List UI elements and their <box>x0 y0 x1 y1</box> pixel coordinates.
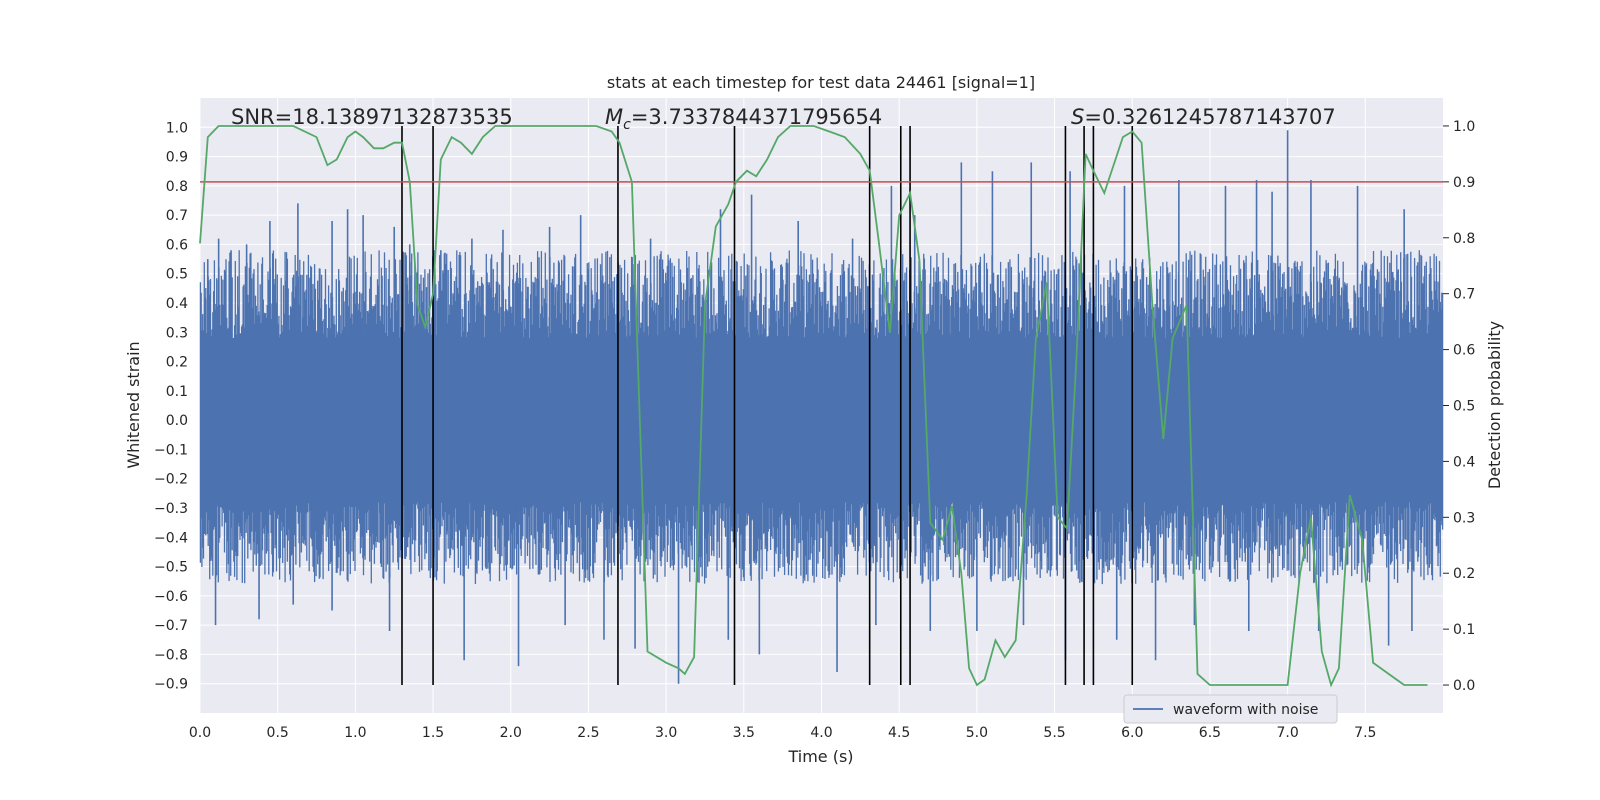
y2-tick-label: 0.8 <box>1453 231 1475 247</box>
y-tick-label: 0.3 <box>166 325 188 341</box>
x-tick-label: 5.0 <box>966 725 988 741</box>
y-tick-label: 0.8 <box>166 179 188 195</box>
y2-tick-label: 0.3 <box>1453 510 1475 526</box>
x-tick-label: 3.5 <box>733 725 755 741</box>
x-tick-label: 1.0 <box>344 725 366 741</box>
x-tick-label: 6.5 <box>1199 725 1221 741</box>
legend-box <box>1123 694 1338 724</box>
y-tick-label: 0.2 <box>166 355 188 371</box>
x-tick-label: 4.0 <box>810 725 832 741</box>
y-tick-label: −0.6 <box>154 589 188 605</box>
y-tick-label: −0.7 <box>154 618 188 634</box>
y-tick-label: −0.9 <box>154 677 188 693</box>
y-tick-label: −0.2 <box>154 472 188 488</box>
chirp-mass-annotation: Mc=3.7337844371795654 <box>605 105 882 133</box>
x-tick-label: 0.5 <box>267 725 289 741</box>
y2-tick-label: 0.9 <box>1453 175 1475 191</box>
y2-tick-label: 0.5 <box>1453 399 1475 415</box>
y2-tick-label: 0.7 <box>1453 287 1475 303</box>
y-tick-label: 0.5 <box>166 267 188 283</box>
s-value: =0.3261245787143707 <box>1084 105 1335 129</box>
y-tick-label: −0.1 <box>154 442 188 458</box>
y-tick-label: 0.4 <box>166 296 188 312</box>
y-tick-label: −0.4 <box>154 530 188 546</box>
s-symbol: S <box>1071 105 1084 129</box>
y-tick-label: −0.3 <box>154 501 188 517</box>
y2-axis-label: Detection probability <box>1485 321 1504 489</box>
x-tick-label: 7.0 <box>1276 725 1298 741</box>
x-tick-label: 4.5 <box>888 725 910 741</box>
waveform-core <box>200 344 1443 497</box>
y2-tick-label: 1.0 <box>1453 119 1475 135</box>
y-tick-label: 0.1 <box>166 384 188 400</box>
x-axis-label: Time (s) <box>787 747 853 766</box>
chirp-mass-symbol: M <box>605 105 623 129</box>
y-tick-label: −0.5 <box>154 560 188 576</box>
x-tick-label: 1.5 <box>422 725 444 741</box>
y2-tick-label: 0.4 <box>1453 454 1475 470</box>
chart-title: stats at each timestep for test data 244… <box>607 73 1035 92</box>
x-tick-label: 0.0 <box>189 725 211 741</box>
y2-tick-label: 0.2 <box>1453 566 1475 582</box>
x-tick-label: 3.0 <box>655 725 677 741</box>
chirp-mass-subscript: c <box>623 117 631 133</box>
y-axis-label: Whitened strain <box>124 341 143 468</box>
y2-tick-label: 0.6 <box>1453 343 1475 359</box>
chirp-mass-value: =3.7337844371795654 <box>631 105 882 129</box>
y-tick-label: −0.8 <box>154 647 188 663</box>
snr-annotation: SNR=18.13897132873535 <box>231 105 513 129</box>
legend-label: waveform with noise <box>1173 702 1318 718</box>
waveform-series <box>199 250 1444 585</box>
y-tick-label: 0.9 <box>166 150 188 166</box>
y2-axis-ticks: 0.0 0.1 0.2 0.3 0.4 0.5 0.6 0.7 0.8 0.9 1.0 <box>1443 119 1475 694</box>
x-tick-label: 5.5 <box>1043 725 1065 741</box>
y-tick-label: 0.7 <box>166 208 188 224</box>
y-tick-label: 1.0 <box>166 120 188 136</box>
y2-tick-label: 0.1 <box>1453 622 1475 638</box>
y-tick-label: 0.0 <box>166 413 188 429</box>
waveform-spikes <box>206 130 1413 684</box>
x-tick-label: 2.0 <box>500 725 522 741</box>
x-axis-ticks: 0.0 0.5 1.0 1.5 2.0 2.5 3.0 3.5 4.0 4.5 5.0 5.5 6.0 6… <box>189 725 1377 741</box>
x-tick-label: 6.0 <box>1121 725 1143 741</box>
y-axis-ticks: −0.9 −0.8 −0.7 −0.6 −0.5 −0.4 −0.3 −0.2 −0.1 0.0 0… <box>154 120 188 692</box>
x-tick-label: 7.5 <box>1354 725 1376 741</box>
detection-probability-line <box>199 125 1428 688</box>
s-annotation: S=0.3261245787143707 <box>1071 105 1336 129</box>
event-lines <box>401 125 1134 686</box>
y2-tick-label: 0.0 <box>1453 678 1475 694</box>
x-tick-label: 2.5 <box>577 725 599 741</box>
y-tick-label: 0.6 <box>166 237 188 253</box>
legend: waveform with noise <box>1123 694 1338 724</box>
